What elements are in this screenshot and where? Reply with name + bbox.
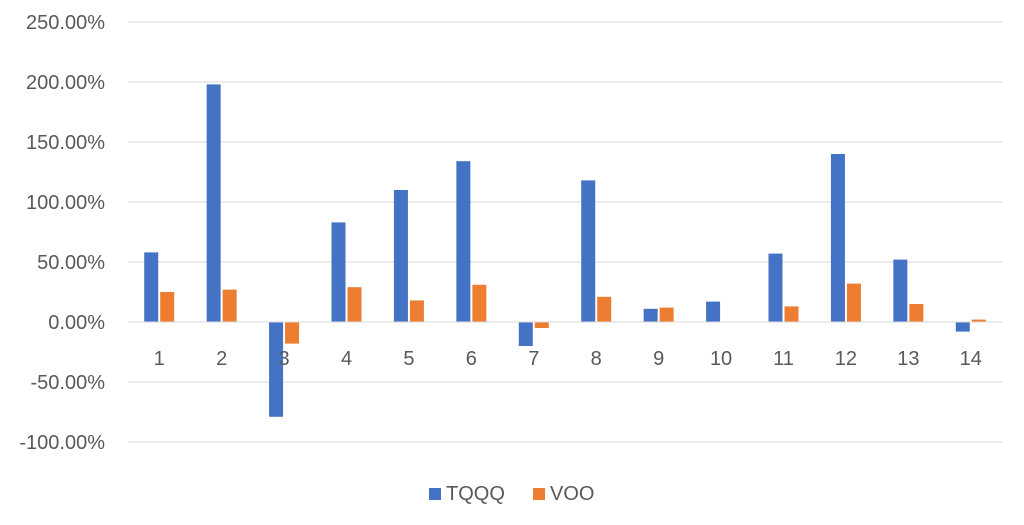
y-tick-label: 100.00% — [26, 192, 105, 214]
bar-tqqq — [955, 322, 970, 332]
legend-label-voo: VOO — [550, 483, 594, 505]
y-tick-label: -100.00% — [19, 432, 105, 454]
bar-tqqq — [269, 322, 284, 417]
gridlines — [128, 21, 1002, 443]
x-category-label: 12 — [835, 348, 857, 370]
bar-voo — [846, 283, 861, 322]
x-category-label: 7 — [528, 348, 539, 370]
x-category-label: 10 — [710, 348, 732, 370]
bar-tqqq — [830, 154, 845, 322]
bar-voo — [347, 287, 362, 322]
x-category-label: 8 — [591, 348, 602, 370]
y-tick-label: 200.00% — [26, 72, 105, 94]
bar-tqqq — [206, 84, 221, 323]
legend: TQQQ VOO — [429, 483, 594, 505]
x-category-label: 14 — [960, 348, 982, 370]
y-tick-label: -50.00% — [31, 372, 106, 394]
bar-tqqq — [144, 252, 159, 322]
bar-tqqq — [393, 190, 408, 322]
bar-voo — [472, 284, 487, 322]
y-tick-label: 250.00% — [26, 12, 105, 34]
bar-tqqq — [893, 259, 908, 322]
x-category-label: 2 — [216, 348, 227, 370]
bar-tqqq — [768, 253, 783, 322]
x-category-label: 1 — [154, 348, 165, 370]
x-category-label: 6 — [466, 348, 477, 370]
legend-swatch-voo — [533, 488, 545, 500]
bar-voo — [659, 307, 674, 322]
bar-voo — [597, 296, 612, 322]
bar-voo — [285, 322, 300, 344]
x-category-label: 4 — [341, 348, 352, 370]
bar-voo — [409, 300, 424, 322]
bar-tqqq — [581, 180, 596, 322]
y-tick-label: 50.00% — [37, 252, 105, 274]
x-axis-category-labels: 1 2 3 4 5 6 7 8 9 10 11 12 13 14 — [154, 348, 982, 370]
bar-tqqq — [331, 222, 346, 322]
x-category-label: 9 — [653, 348, 664, 370]
legend-swatch-tqqq — [429, 488, 441, 500]
y-tick-label: 150.00% — [26, 132, 105, 154]
bar-tqqq — [643, 308, 658, 322]
x-category-label: 13 — [897, 348, 919, 370]
bar-voo — [909, 304, 924, 322]
bar-tqqq — [456, 161, 471, 322]
bar-voo — [222, 289, 237, 322]
x-category-label: 3 — [279, 348, 290, 370]
bar-voo — [971, 319, 986, 322]
legend-label-tqqq: TQQQ — [446, 483, 505, 505]
y-tick-label: 0.00% — [48, 312, 105, 334]
bar-voo — [784, 306, 799, 322]
x-category-label: 11 — [773, 348, 794, 370]
y-axis-tick-labels: 250.00% 200.00% 150.00% 100.00% 50.00% 0.00% -… — [19, 12, 105, 454]
bar-voo — [160, 292, 175, 322]
bar-tqqq — [518, 322, 533, 346]
bar-voo — [534, 322, 549, 328]
bar-tqqq — [706, 301, 721, 322]
x-category-label: 5 — [403, 348, 414, 370]
bars — [144, 84, 986, 417]
